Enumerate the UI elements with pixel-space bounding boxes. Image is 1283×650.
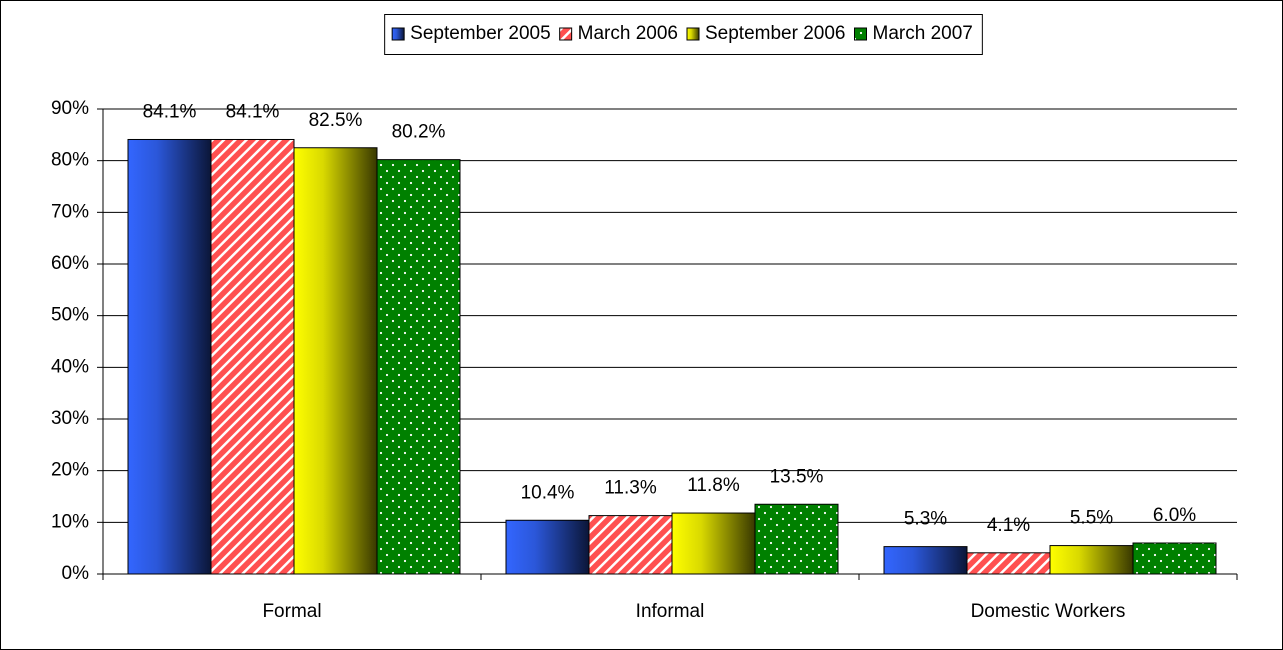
data-label: 11.8% bbox=[687, 475, 740, 496]
y-tick-label: 90% bbox=[51, 98, 89, 119]
legend-label: March 2007 bbox=[873, 23, 973, 44]
y-tick-label: 70% bbox=[51, 201, 89, 222]
bar bbox=[671, 512, 756, 575]
data-label: 6.0% bbox=[1153, 505, 1196, 526]
legend-marker bbox=[391, 27, 405, 41]
bar bbox=[127, 138, 212, 575]
x-tick-label: Domestic Workers bbox=[971, 601, 1126, 622]
y-tick-label: 0% bbox=[62, 563, 90, 584]
y-tick-label: 20% bbox=[51, 460, 89, 481]
bar bbox=[883, 546, 968, 575]
data-label: 11.3% bbox=[604, 478, 657, 499]
data-label: 82.5% bbox=[309, 110, 363, 131]
y-tick-label: 40% bbox=[51, 356, 89, 377]
legend-label: March 2006 bbox=[578, 23, 678, 44]
bar bbox=[966, 552, 1051, 575]
legend-marker bbox=[854, 27, 867, 41]
data-label: 5.5% bbox=[1070, 508, 1113, 529]
x-tick-label: Formal bbox=[262, 601, 321, 622]
data-label: 13.5% bbox=[770, 466, 824, 487]
legend-box bbox=[384, 14, 983, 55]
y-tick-label: 30% bbox=[51, 408, 89, 429]
legend-label: September 2005 bbox=[410, 23, 551, 44]
bar bbox=[754, 503, 839, 575]
legend-marker bbox=[559, 27, 573, 41]
bar bbox=[505, 519, 590, 575]
data-label: 5.3% bbox=[904, 509, 947, 530]
bar bbox=[1049, 545, 1134, 575]
y-tick-label: 60% bbox=[51, 253, 89, 274]
legend-marker bbox=[686, 27, 700, 41]
bar bbox=[293, 147, 378, 575]
y-tick-label: 80% bbox=[51, 150, 89, 171]
data-label: 84.1% bbox=[143, 101, 197, 122]
bar bbox=[376, 159, 461, 575]
y-tick-label: 10% bbox=[51, 511, 89, 532]
data-label: 10.4% bbox=[521, 482, 575, 503]
bar bbox=[1132, 542, 1217, 575]
y-tick-label: 50% bbox=[51, 305, 89, 326]
data-label: 4.1% bbox=[987, 515, 1030, 536]
data-label: 80.2% bbox=[392, 122, 446, 143]
legend-label: September 2006 bbox=[705, 23, 846, 44]
bar bbox=[210, 138, 295, 575]
data-label: 84.1% bbox=[226, 101, 280, 122]
x-tick-label: Informal bbox=[636, 601, 705, 622]
bar bbox=[588, 515, 673, 575]
